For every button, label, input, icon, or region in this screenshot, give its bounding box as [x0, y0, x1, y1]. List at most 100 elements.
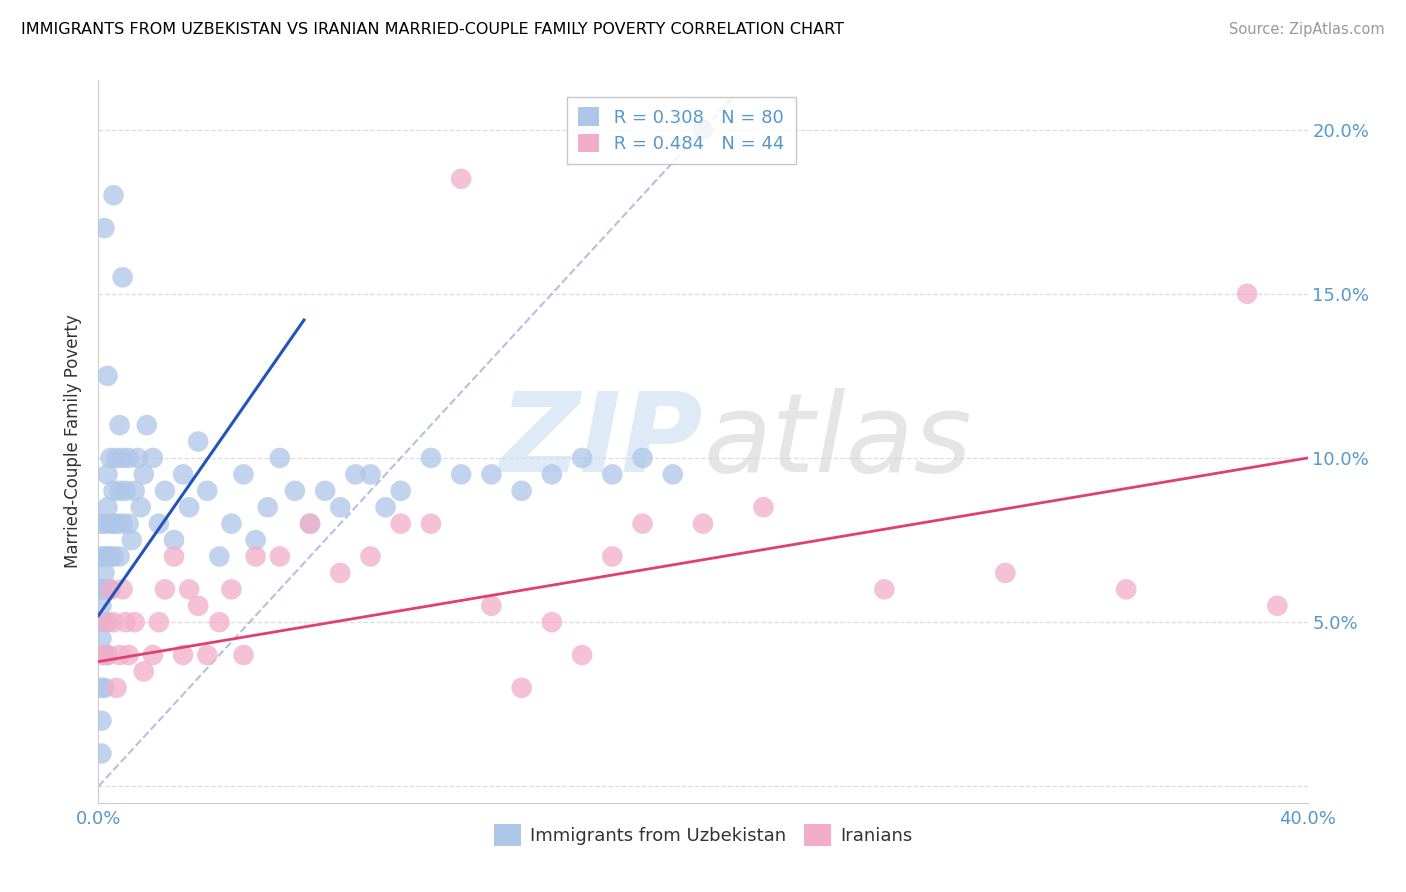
Point [314, 483, 336, 498]
Point [108, 418, 131, 433]
Point [571, 648, 593, 662]
Point [360, 467, 382, 482]
Point [299, 516, 322, 531]
Point [124, 483, 146, 498]
Point [105, 516, 128, 531]
Point [540, 467, 562, 482]
Point [96, 648, 118, 662]
Point [93, 681, 115, 695]
Point [208, 615, 231, 630]
Point [111, 516, 134, 531]
Text: ZIP: ZIP [499, 388, 703, 495]
Point [90, 632, 112, 646]
Point [221, 516, 243, 531]
Point [103, 516, 125, 531]
Point [329, 500, 352, 515]
Point [994, 566, 1017, 580]
Legend: Immigrants from Uzbekistan, Iranians: Immigrants from Uzbekistan, Iranians [485, 815, 921, 855]
Point [118, 648, 141, 662]
Point [100, 582, 122, 597]
Point [108, 483, 131, 498]
Point [127, 450, 149, 465]
Point [540, 615, 562, 630]
Point [269, 450, 291, 465]
Point [118, 450, 141, 465]
Point [100, 516, 122, 531]
Text: IMMIGRANTS FROM UZBEKISTAN VS IRANIAN MARRIED-COUPLE FAMILY POVERTY CORRELATION : IMMIGRANTS FROM UZBEKISTAN VS IRANIAN MA… [21, 22, 844, 37]
Point [114, 615, 136, 630]
Point [96, 615, 118, 630]
Point [100, 582, 122, 597]
Point [187, 599, 209, 613]
Point [510, 483, 533, 498]
Point [163, 533, 186, 547]
Point [1236, 286, 1258, 301]
Point [142, 450, 165, 465]
Point [873, 582, 896, 597]
Point [481, 599, 503, 613]
Point [96, 648, 118, 662]
Point [148, 615, 170, 630]
Point [135, 418, 157, 433]
Point [96, 500, 118, 515]
Point [90, 516, 112, 531]
Point [96, 368, 118, 383]
Point [90, 681, 112, 695]
Point [132, 665, 155, 679]
Point [142, 648, 165, 662]
Point [450, 171, 472, 186]
Point [93, 221, 115, 235]
Point [420, 450, 443, 465]
Point [93, 582, 115, 597]
Point [195, 483, 218, 498]
Point [602, 549, 624, 564]
Point [90, 599, 112, 613]
Point [124, 615, 146, 630]
Point [389, 483, 412, 498]
Point [172, 648, 194, 662]
Point [256, 500, 278, 515]
Point [269, 549, 291, 564]
Point [374, 500, 396, 515]
Point [93, 648, 115, 662]
Point [93, 516, 115, 531]
Point [344, 467, 367, 482]
Point [631, 516, 654, 531]
Point [100, 549, 122, 564]
Point [284, 483, 307, 498]
Point [105, 681, 128, 695]
Point [100, 450, 122, 465]
Point [90, 582, 112, 597]
Point [163, 549, 186, 564]
Point [172, 467, 194, 482]
Point [389, 516, 412, 531]
Point [450, 467, 472, 482]
Point [245, 533, 267, 547]
Point [96, 582, 118, 597]
Point [692, 122, 714, 136]
Point [187, 434, 209, 449]
Point [661, 467, 683, 482]
Point [103, 188, 125, 202]
Point [631, 450, 654, 465]
Point [221, 582, 243, 597]
Point [105, 450, 128, 465]
Point [103, 549, 125, 564]
Point [571, 450, 593, 465]
Point [93, 566, 115, 580]
Point [232, 648, 254, 662]
Point [111, 582, 134, 597]
Point [245, 549, 267, 564]
Point [90, 549, 112, 564]
Point [299, 516, 322, 531]
Point [96, 549, 118, 564]
Point [103, 615, 125, 630]
Point [114, 483, 136, 498]
Point [132, 467, 155, 482]
Point [93, 615, 115, 630]
Point [179, 582, 201, 597]
Point [108, 648, 131, 662]
Point [1267, 599, 1289, 613]
Point [90, 648, 112, 662]
Text: Source: ZipAtlas.com: Source: ZipAtlas.com [1229, 22, 1385, 37]
